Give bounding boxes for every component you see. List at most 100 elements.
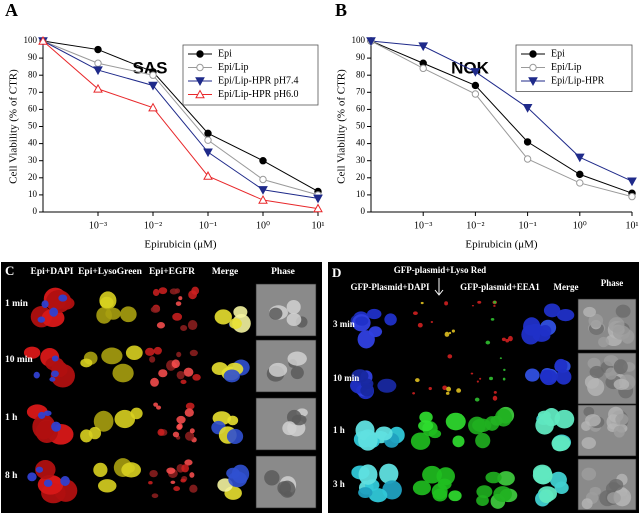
row-label: 8 h [5,471,18,481]
cell [412,480,431,496]
cell [153,346,162,355]
cell [223,369,240,383]
series-line [370,40,633,194]
cell [484,416,500,431]
cell [35,460,56,480]
cell [447,354,453,359]
legend-marker [529,63,537,72]
cell [287,351,307,366]
cell [46,289,72,313]
cell [475,433,491,449]
cell [445,391,450,395]
cell [444,331,450,337]
cell [121,462,141,478]
row-label: 1 h [5,413,18,423]
cell [291,414,307,426]
marker [470,68,481,77]
series-line [42,40,319,210]
column-header: GFP-plasmid+Lyso Red [394,265,486,275]
y-tick-label: 70 [28,86,38,96]
legend-label: Epi [218,48,232,59]
cell [446,386,452,392]
x-axis-label: Epirubicin (μM) [465,239,538,251]
column-header: GFP-plasmid+EEA1 [460,282,540,292]
cell [51,355,59,362]
y-tick-label: 90 [356,52,366,62]
row-label: 1 h [333,425,345,435]
cell [358,487,373,498]
series-line [42,40,319,192]
cell [41,300,49,308]
cell [176,370,185,380]
cell [184,408,194,417]
cell [493,390,497,394]
marker [259,175,267,184]
y-tick-label: 0 [361,206,366,216]
cell [479,377,482,380]
cell [43,479,53,487]
cell [125,345,143,361]
cell [555,369,572,385]
marker [471,81,480,90]
y-tick-label: 0 [33,206,38,216]
cell [476,380,479,383]
cell [233,306,248,318]
series-line [370,40,633,198]
cell [226,428,244,444]
cell [608,317,625,333]
cell [149,469,158,478]
cell [156,322,165,329]
x-tick-label: 10⁰ [256,220,270,231]
row-label: 10 min [333,373,359,383]
y-tick-label: 100 [352,35,366,45]
marker [93,83,103,93]
row-label: 3 min [333,319,355,329]
marker [418,42,429,52]
cell [180,324,188,332]
arrow [434,278,444,296]
cell [539,369,553,384]
cell [419,411,433,423]
cell [537,410,551,420]
cell [189,428,195,434]
marker [522,103,533,113]
y-tick-label: 80 [28,69,38,79]
cell [444,301,449,306]
x-tick-label: 10⁻¹ [199,220,217,231]
x-tick-label: 10¹ [312,220,325,231]
y-tick-label: 90 [28,52,38,62]
cell [180,478,187,483]
x-tick-label: 10⁻¹ [518,220,536,231]
cell [377,378,397,393]
cell [485,340,491,345]
cell [581,437,596,449]
cell [607,492,621,504]
y-tick-label: 50 [28,121,38,131]
y-tick-label: 60 [28,103,38,113]
cell [49,307,59,317]
cell [417,322,423,328]
legend-marker [528,77,538,87]
column-header: Phase [601,278,624,288]
series-line [370,40,633,182]
cell [114,409,136,429]
cell [37,316,46,323]
cell [170,480,176,485]
cell [80,358,93,368]
cell [360,384,374,397]
legend-marker [195,89,205,99]
cell [523,317,541,336]
cell [150,377,159,387]
cell [494,408,513,427]
cell [492,395,498,401]
cell [112,363,134,383]
cell [358,429,378,451]
cell [499,357,502,360]
legend-label: Epi/Lip-HPR pH7.4 [218,75,299,86]
cell [505,338,510,343]
legend-label: Epi/Lip-HPR pH6.0 [218,89,299,100]
cell [166,467,176,474]
marker [471,90,480,98]
column-header: Epi+LysoGreen [78,267,143,277]
cell [384,313,397,326]
